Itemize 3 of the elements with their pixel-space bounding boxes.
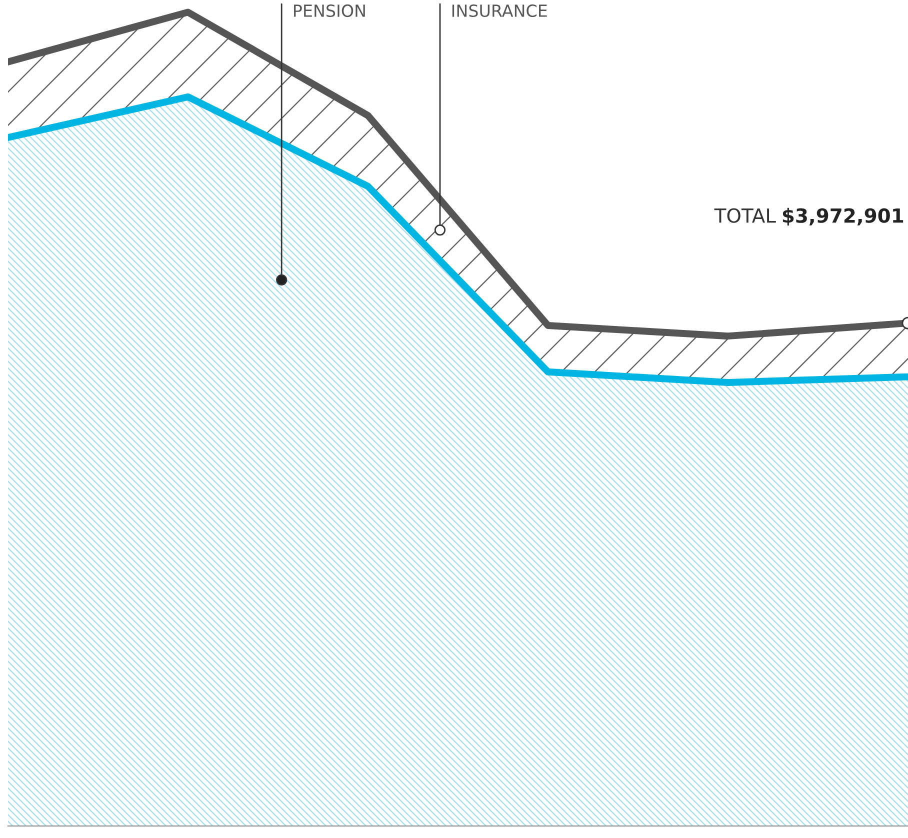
- text: INSURANCE: [452, 4, 547, 18]
- annotation: TOTAL $3,972,901: [714, 208, 904, 226]
- text: PENSION: [294, 4, 365, 18]
